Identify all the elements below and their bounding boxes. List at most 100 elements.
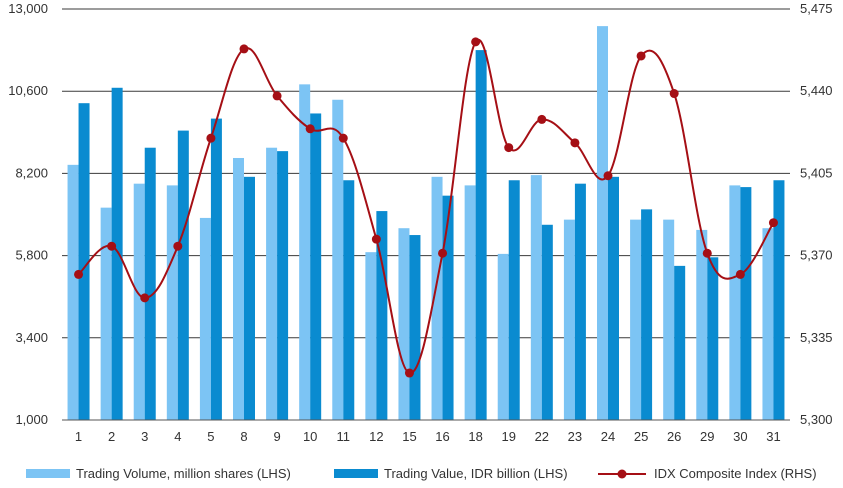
idx-point-9 <box>272 91 282 101</box>
value-bar-12 <box>376 211 388 420</box>
legend-label-0: Trading Volume, million shares (LHS) <box>76 466 291 481</box>
idx-point-15 <box>404 368 414 378</box>
idx-point-24 <box>603 171 613 181</box>
volume-bar-10 <box>299 84 311 420</box>
volume-bar-29 <box>696 229 708 420</box>
value-bar-11 <box>343 180 355 420</box>
idx-point-1 <box>74 269 84 279</box>
value-bar-16 <box>442 195 454 420</box>
volume-bar-25 <box>630 219 642 420</box>
volume-bar-23 <box>563 219 575 420</box>
idx-point-19 <box>504 143 514 153</box>
value-bar-10 <box>310 113 322 421</box>
x-tick-label: 8 <box>240 429 247 444</box>
idx-point-26 <box>669 89 679 99</box>
idx-point-8 <box>239 44 249 54</box>
legend: Trading Volume, million shares (LHS) Trad… <box>26 466 817 481</box>
right-tick-label: 5,335 <box>800 330 833 345</box>
volume-bar-12 <box>365 252 377 420</box>
idx-point-3 <box>140 293 150 303</box>
x-tick-label: 10 <box>303 429 317 444</box>
value-bar-25 <box>641 209 653 420</box>
value-bar-22 <box>541 224 553 420</box>
x-tick-label: 3 <box>141 429 148 444</box>
volume-bar-4 <box>166 185 178 420</box>
value-bar-3 <box>144 147 156 420</box>
x-tick-label: 15 <box>402 429 416 444</box>
left-tick-label: 5,800 <box>15 248 48 263</box>
volume-bar-31 <box>762 228 774 420</box>
left-tick-label: 8,200 <box>15 165 48 180</box>
x-tick-label: 22 <box>535 429 549 444</box>
idx-point-31 <box>768 218 778 228</box>
value-bar-23 <box>574 183 586 420</box>
x-tick-label: 16 <box>435 429 449 444</box>
value-bar-1 <box>78 103 90 420</box>
value-bar-26 <box>674 265 686 420</box>
volume-bar-26 <box>663 219 675 420</box>
idx-point-5 <box>206 133 216 143</box>
right-tick-label: 5,440 <box>800 83 833 98</box>
x-tick-label: 31 <box>766 429 780 444</box>
x-tick-label: 9 <box>273 429 280 444</box>
x-tick-label: 12 <box>369 429 383 444</box>
idx-point-25 <box>636 51 646 61</box>
idx-point-11 <box>338 133 348 143</box>
legend-swatch-1 <box>334 469 378 478</box>
idx-composite-line <box>74 37 778 378</box>
volume-bar-15 <box>398 228 410 420</box>
idx-point-4 <box>173 241 183 251</box>
idx-point-10 <box>305 124 315 134</box>
volume-bar-8 <box>233 157 244 421</box>
legend-swatch-0 <box>26 469 70 478</box>
x-tick-label: 2 <box>108 429 115 444</box>
value-bar-15 <box>409 235 421 420</box>
value-bar-24 <box>608 176 619 420</box>
volume-bar-16 <box>431 176 443 420</box>
left-tick-label: 3,400 <box>15 330 48 345</box>
right-axis-ticks: 5,300 5,335 5,370 5,405 5,440 5,475 <box>800 1 833 427</box>
x-tick-label: 1 <box>75 429 82 444</box>
x-tick-label: 19 <box>501 429 515 444</box>
volume-bar-22 <box>530 175 542 420</box>
value-bar-29 <box>707 257 719 420</box>
volume-bar-5 <box>199 217 211 420</box>
legend-swatch-marker <box>617 469 627 479</box>
volume-bar-18 <box>464 185 476 420</box>
idx-point-2 <box>107 241 117 251</box>
volume-bar-3 <box>133 183 145 420</box>
legend-label-1: Trading Value, IDR billion (LHS) <box>384 466 568 481</box>
trading-volume-bars <box>67 26 774 421</box>
x-tick-label: 25 <box>634 429 648 444</box>
volume-bar-24 <box>597 26 608 420</box>
x-tick-label: 4 <box>174 429 181 444</box>
right-tick-label: 5,300 <box>800 412 833 427</box>
x-tick-label: 18 <box>468 429 482 444</box>
right-tick-label: 5,475 <box>800 1 833 16</box>
volume-bar-30 <box>729 185 741 420</box>
left-axis-ticks: 1,000 3,400 5,800 8,200 10,600 13,000 <box>8 1 48 427</box>
value-bar-30 <box>740 187 752 420</box>
idx-point-16 <box>438 248 448 258</box>
left-tick-label: 13,000 <box>8 1 48 16</box>
volume-bar-2 <box>100 207 112 420</box>
idx-point-18 <box>471 37 481 47</box>
trading-value-bars <box>78 50 785 421</box>
x-tick-label: 29 <box>700 429 714 444</box>
x-axis-ticks: 1 2 3 4 5 8 9 10 11 12 15 16 18 19 22 23 24 25 26 29 30 31 <box>75 429 781 444</box>
value-bar-9 <box>277 151 289 420</box>
x-tick-label: 5 <box>207 429 214 444</box>
idx-point-30 <box>735 269 745 279</box>
value-bar-8 <box>244 176 255 420</box>
legend-label-2: IDX Composite Index (RHS) <box>654 466 817 481</box>
volume-bar-9 <box>266 147 278 420</box>
right-tick-label: 5,405 <box>800 165 833 180</box>
value-bar-5 <box>210 118 222 420</box>
value-bar-19 <box>508 180 520 420</box>
left-tick-label: 10,600 <box>8 83 48 98</box>
left-tick-label: 1,000 <box>15 412 48 427</box>
volume-bar-19 <box>497 253 509 420</box>
right-tick-label: 5,370 <box>800 248 833 263</box>
volume-bar-11 <box>332 99 344 420</box>
